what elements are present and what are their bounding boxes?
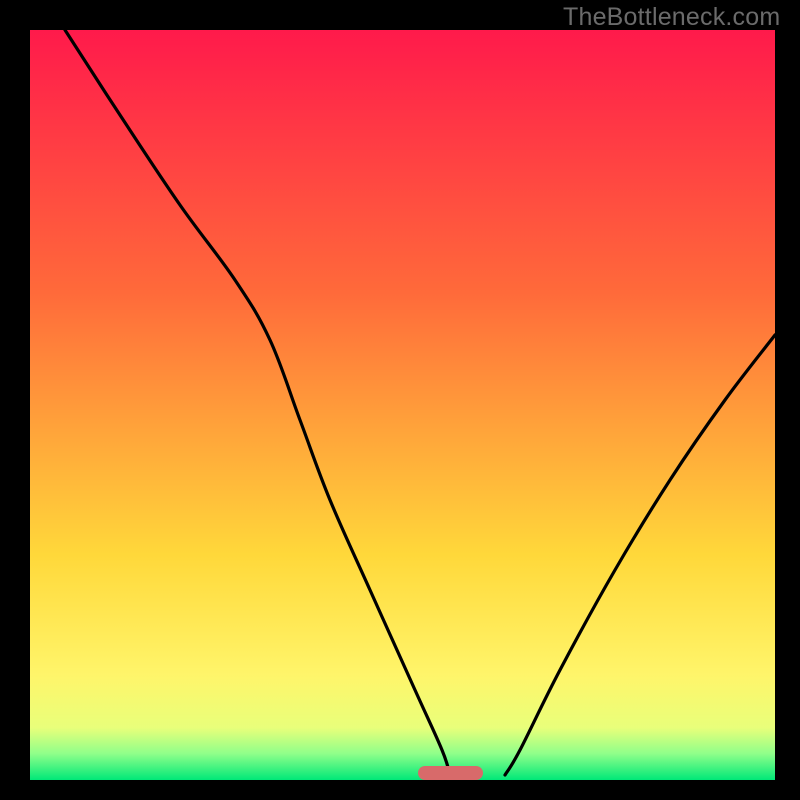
attribution-text: TheBottleneck.com [563, 3, 780, 32]
optimal-range-marker [418, 766, 483, 780]
gradient-plot-area [30, 30, 775, 780]
bottleneck-curve [30, 30, 775, 780]
curve-left-branch [65, 30, 450, 775]
curve-right-branch [505, 335, 775, 775]
